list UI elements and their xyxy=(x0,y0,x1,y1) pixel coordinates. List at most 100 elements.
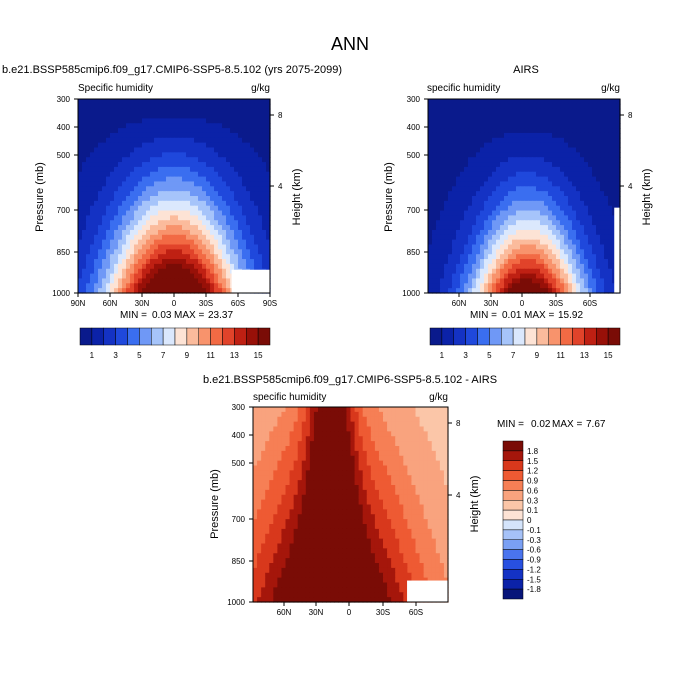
contour-cell xyxy=(464,147,469,153)
contour-cell xyxy=(110,166,115,173)
contour-cell xyxy=(158,283,163,289)
contour-cell xyxy=(452,283,457,289)
contour-cell xyxy=(250,108,255,115)
contour-cell xyxy=(480,239,485,246)
contour-cell xyxy=(468,123,473,129)
contour-cell xyxy=(428,249,433,255)
contour-cell xyxy=(238,118,243,124)
contour-cell xyxy=(98,239,103,246)
contour-cell xyxy=(338,489,343,496)
contour-cell xyxy=(560,162,565,168)
contour-cell xyxy=(444,200,449,207)
contour-cell xyxy=(476,283,481,289)
contour-cell xyxy=(576,225,581,231)
contour-cell xyxy=(472,118,477,124)
contour-cell xyxy=(146,288,151,294)
contour-cell xyxy=(488,239,493,246)
contour-cell xyxy=(182,186,187,192)
contour-cell xyxy=(258,263,263,270)
colorbar-label: 13 xyxy=(230,351,239,360)
contour-cell xyxy=(326,426,331,432)
contour-cell xyxy=(512,220,517,226)
contour-cell xyxy=(86,113,91,119)
contour-cell xyxy=(178,268,183,275)
contour-cell xyxy=(436,249,441,255)
contour-cell xyxy=(110,278,115,284)
contour-cell xyxy=(318,436,323,442)
contour-cell xyxy=(78,268,83,275)
contour-cell xyxy=(504,166,509,173)
contour-cell xyxy=(572,200,577,207)
contour-cell xyxy=(258,162,263,168)
contour-cell xyxy=(488,288,493,294)
contour-cell xyxy=(178,215,183,221)
contour-cell xyxy=(423,421,429,428)
panel-diff: b.e21.BSSP585cmip6.f09_g17.CMIP6-SSP5-8.… xyxy=(203,374,606,617)
contour-cell xyxy=(122,137,127,144)
contour-cell xyxy=(492,147,497,153)
contour-cell xyxy=(90,220,95,226)
contour-cell xyxy=(540,152,545,158)
contour-cell xyxy=(110,215,115,221)
contour-cell xyxy=(293,465,299,471)
contour-cell xyxy=(612,137,617,144)
contour-cell xyxy=(186,249,191,255)
contour-cell xyxy=(82,171,87,178)
contour-cell xyxy=(464,225,469,231)
contour-cell xyxy=(512,278,517,284)
contour-cell xyxy=(222,118,227,124)
contour-cell xyxy=(289,465,295,471)
contour-cell xyxy=(246,263,251,270)
contour-cell xyxy=(488,128,493,134)
contour-cell xyxy=(374,470,380,476)
contour-cell xyxy=(210,181,215,187)
contour-cell xyxy=(484,157,489,163)
contour-cell xyxy=(572,268,577,275)
contour-cell xyxy=(82,147,87,153)
contour-cell xyxy=(428,108,433,115)
contour-cell xyxy=(432,171,437,178)
contour-cell xyxy=(496,147,501,153)
contour-cell xyxy=(250,123,255,129)
contour-cell xyxy=(254,191,259,197)
contour-cell xyxy=(266,176,271,183)
contour-cell xyxy=(254,186,259,192)
contour-cell xyxy=(556,259,561,265)
contour-cell xyxy=(488,152,493,158)
contour-cell xyxy=(246,244,251,250)
contour-cell xyxy=(403,480,408,486)
contour-cell xyxy=(439,494,445,501)
contour-cell xyxy=(476,142,481,149)
contour-cell xyxy=(387,494,392,501)
contour-cell xyxy=(600,132,605,139)
contour-cell xyxy=(568,215,573,221)
contour-cell xyxy=(94,200,99,207)
contour-cell xyxy=(134,244,139,250)
contour-cell xyxy=(411,499,417,506)
contour-cell xyxy=(488,123,493,129)
contour-cell xyxy=(604,113,609,119)
contour-cell xyxy=(186,157,191,163)
contour-cell xyxy=(166,259,171,265)
contour-cell xyxy=(492,132,497,139)
contour-cell xyxy=(281,441,287,447)
contour-cell xyxy=(162,123,167,129)
contour-cell xyxy=(114,123,119,129)
contour-cell xyxy=(326,436,331,442)
contour-cell xyxy=(222,162,227,168)
contour-cell xyxy=(411,450,417,457)
contour-cell xyxy=(524,229,529,236)
contour-cell xyxy=(98,273,103,280)
contour-cell xyxy=(222,215,227,221)
contour-cell xyxy=(432,220,437,226)
contour-cell xyxy=(520,142,525,149)
contour-cell xyxy=(326,499,331,506)
contour-cell xyxy=(134,205,139,212)
contour-cell xyxy=(532,234,537,241)
contour-cell xyxy=(258,249,263,255)
contour-cell xyxy=(273,411,278,418)
contour-cell xyxy=(460,254,465,260)
contour-cell xyxy=(358,441,364,447)
contour-cell xyxy=(318,426,323,432)
contour-cell xyxy=(301,455,307,462)
